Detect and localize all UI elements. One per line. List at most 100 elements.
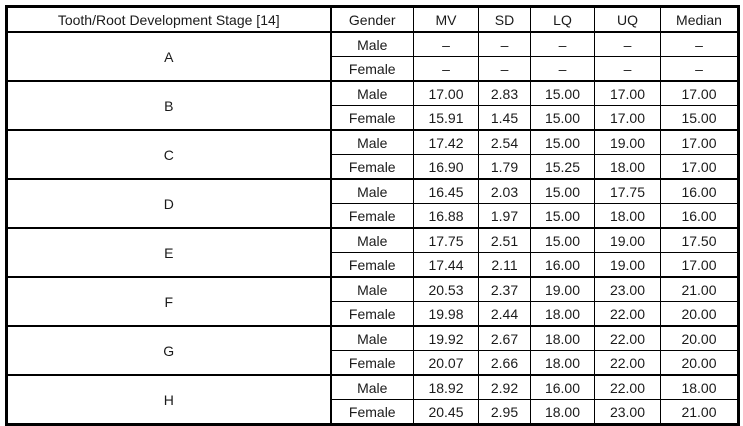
lq-cell: 15.00 [530, 129, 595, 155]
table-row: Female – – – – – [7, 56, 739, 82]
mv-cell: 16.88 [413, 203, 479, 229]
gender-cell: Male [330, 227, 414, 253]
sd-cell: – [478, 31, 531, 57]
median-cell: 17.00 [660, 129, 739, 155]
table-row: Female 19.98 2.44 18.00 22.00 20.00 [7, 301, 739, 327]
sd-cell: 2.44 [478, 301, 531, 327]
sd-cell: 2.92 [478, 374, 531, 400]
median-cell: – [660, 56, 739, 82]
sd-cell: 2.37 [478, 276, 531, 302]
stage-cell: F [6, 276, 332, 327]
uq-cell: – [594, 31, 661, 57]
lq-cell: 19.00 [530, 276, 595, 302]
header-cell-sd: SD [478, 6, 531, 33]
lq-cell: 18.00 [530, 399, 595, 425]
sd-cell: 2.83 [478, 80, 531, 106]
gender-cell: Female [330, 399, 414, 425]
lq-cell: 15.00 [530, 203, 595, 229]
lq-cell: 16.00 [530, 374, 595, 400]
mv-cell: 15.91 [413, 105, 479, 131]
uq-cell: 22.00 [594, 374, 661, 400]
sd-cell: 2.67 [478, 325, 531, 351]
sd-cell: – [478, 56, 531, 82]
uq-cell: 18.00 [594, 154, 661, 180]
table-row: H Male 18.92 2.92 16.00 22.00 18.00 [6, 374, 739, 425]
mv-cell: 17.00 [413, 80, 479, 106]
sd-cell: 1.97 [478, 203, 531, 229]
lq-cell: 15.00 [530, 105, 595, 131]
sd-cell: 2.11 [478, 252, 531, 278]
gender-cell: Male [330, 325, 414, 351]
mv-cell: 17.75 [413, 227, 479, 253]
median-cell: – [660, 31, 739, 57]
table-row: C Male 17.42 2.54 15.00 19.00 17.00 [6, 129, 739, 180]
lq-cell: 15.00 [530, 80, 595, 106]
stage-cell: G [6, 325, 332, 376]
mv-cell: 19.92 [413, 325, 479, 351]
stage-cell: C [6, 129, 332, 180]
gender-cell: Male [330, 276, 414, 302]
mv-cell: 16.45 [413, 178, 479, 204]
stage-cell: H [6, 374, 332, 425]
gender-cell: Female [330, 154, 414, 180]
sd-cell: 2.66 [478, 350, 531, 376]
median-cell: 17.00 [660, 154, 739, 180]
mv-cell: 20.07 [413, 350, 479, 376]
lq-cell: 18.00 [530, 301, 595, 327]
mv-cell: 17.42 [413, 129, 479, 155]
table-row: G Male 19.92 2.67 18.00 22.00 20.00 [6, 325, 739, 376]
gender-cell: Female [330, 203, 414, 229]
median-cell: 15.00 [660, 105, 739, 131]
median-cell: 16.00 [660, 203, 739, 229]
gender-cell: Female [330, 301, 414, 327]
mv-cell: 20.45 [413, 399, 479, 425]
gender-cell: Male [330, 374, 414, 400]
lq-cell: 16.00 [530, 252, 595, 278]
table-row: Female 20.45 2.95 18.00 23.00 21.00 [7, 399, 739, 425]
uq-cell: 17.75 [594, 178, 661, 204]
table-row: E Male 17.75 2.51 15.00 19.00 17.50 [6, 227, 739, 278]
median-cell: 18.00 [660, 374, 739, 400]
lq-cell: 15.00 [530, 178, 595, 204]
median-cell: 17.00 [660, 252, 739, 278]
mv-cell: 16.90 [413, 154, 479, 180]
uq-cell: 19.00 [594, 227, 661, 253]
sd-cell: 1.45 [478, 105, 531, 131]
header-cell-mv: MV [413, 6, 479, 33]
median-cell: 21.00 [660, 399, 739, 425]
header-cell-stage: Tooth/Root Development Stage [14] [6, 6, 332, 33]
mv-cell: 19.98 [413, 301, 479, 327]
header-cell-uq: UQ [594, 6, 661, 33]
median-cell: 20.00 [660, 301, 739, 327]
mv-cell: – [413, 31, 479, 57]
stage-cell: A [6, 31, 332, 82]
table-row: F Male 20.53 2.37 19.00 23.00 21.00 [6, 276, 739, 327]
lq-cell: – [530, 56, 595, 82]
table-row: Female 16.90 1.79 15.25 18.00 17.00 [7, 154, 739, 180]
header-cell-gender: Gender [330, 6, 414, 33]
gender-cell: Female [330, 252, 414, 278]
sd-cell: 2.51 [478, 227, 531, 253]
uq-cell: 22.00 [594, 325, 661, 351]
uq-cell: 22.00 [594, 301, 661, 327]
lq-cell: – [530, 31, 595, 57]
uq-cell: 17.00 [594, 105, 661, 131]
median-cell: 21.00 [660, 276, 739, 302]
lq-cell: 15.00 [530, 227, 595, 253]
table-row: A Male – – – – – [6, 31, 739, 82]
gender-cell: Female [330, 350, 414, 376]
mv-cell: 20.53 [413, 276, 479, 302]
table-row: D Male 16.45 2.03 15.00 17.75 16.00 [6, 178, 739, 229]
sd-cell: 1.79 [478, 154, 531, 180]
stage-cell: D [6, 178, 332, 229]
gender-cell: Female [330, 105, 414, 131]
header-cell-lq: LQ [530, 6, 595, 33]
sd-cell: 2.95 [478, 399, 531, 425]
gender-cell: Male [330, 129, 414, 155]
stage-cell: E [6, 227, 332, 278]
uq-cell: – [594, 56, 661, 82]
gender-cell: Male [330, 178, 414, 204]
table-row: B Male 17.00 2.83 15.00 17.00 17.00 [6, 80, 739, 131]
uq-cell: 23.00 [594, 276, 661, 302]
uq-cell: 17.00 [594, 80, 661, 106]
